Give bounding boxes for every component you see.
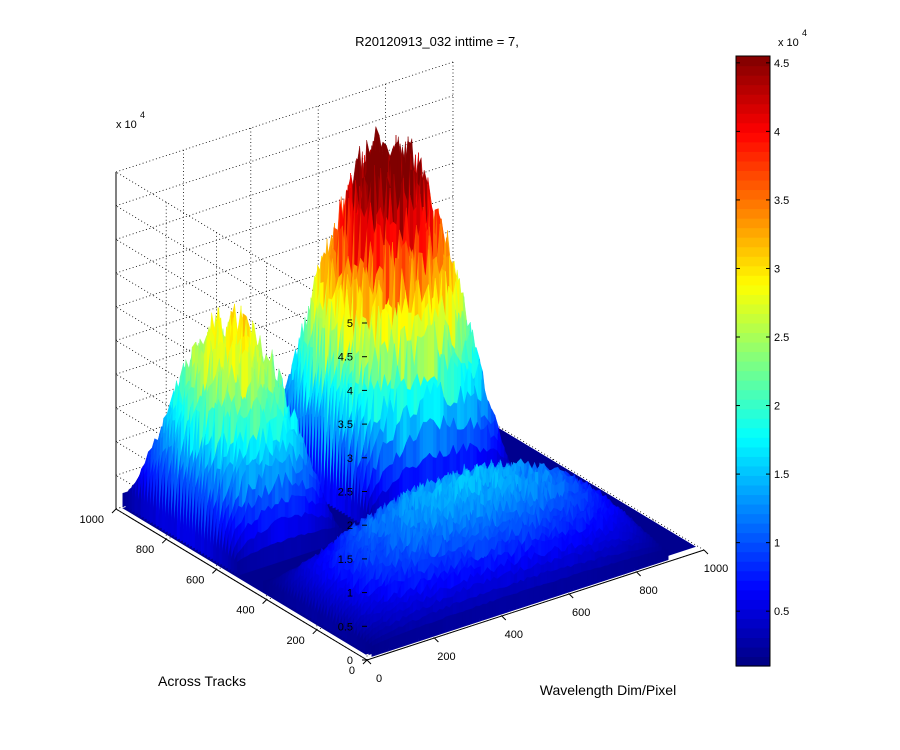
surface-facet bbox=[284, 538, 288, 561]
surface-facet bbox=[274, 541, 278, 564]
y-axis-line bbox=[115, 508, 368, 661]
surface-facet bbox=[304, 532, 309, 554]
surface-facet bbox=[290, 537, 295, 559]
surface-facet bbox=[294, 535, 299, 558]
surface-facet bbox=[240, 557, 245, 575]
surface-facet bbox=[307, 532, 312, 553]
surface-facet bbox=[257, 548, 261, 570]
surface-facet bbox=[297, 534, 302, 557]
surface-facet bbox=[287, 537, 292, 560]
surface-facet bbox=[267, 544, 272, 567]
surface-facet bbox=[321, 528, 325, 549]
surface-facet bbox=[317, 529, 322, 550]
surface-facet bbox=[277, 541, 282, 563]
surface-facet bbox=[243, 555, 248, 574]
surface-facet bbox=[270, 543, 275, 565]
surface-facet bbox=[264, 546, 268, 568]
chart-title: R20120913_032 inttime = 7, bbox=[355, 34, 519, 49]
surface-facet bbox=[301, 534, 305, 556]
surface-plot bbox=[122, 126, 697, 657]
surface-facet bbox=[314, 530, 319, 551]
surface-facet bbox=[253, 551, 258, 571]
surface-facet bbox=[247, 553, 251, 573]
surface-facet bbox=[311, 532, 315, 552]
surface-facet bbox=[324, 528, 329, 548]
surface-facet bbox=[260, 547, 265, 569]
surface-facet bbox=[280, 540, 285, 562]
surface-facet bbox=[250, 552, 255, 572]
surface-facet bbox=[236, 559, 241, 576]
surface-facet bbox=[122, 491, 127, 508]
x-axis-line bbox=[366, 549, 705, 661]
